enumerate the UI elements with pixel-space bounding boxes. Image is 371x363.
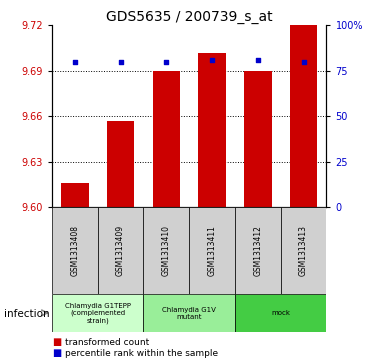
Bar xyxy=(152,71,180,207)
Bar xyxy=(144,294,235,332)
Text: GSM1313409: GSM1313409 xyxy=(116,225,125,276)
Bar xyxy=(198,53,226,207)
Point xyxy=(255,57,261,63)
Point xyxy=(209,57,215,63)
Bar xyxy=(244,71,272,207)
Text: GSM1313410: GSM1313410 xyxy=(162,225,171,276)
Text: GSM1313412: GSM1313412 xyxy=(253,225,262,276)
Text: transformed count: transformed count xyxy=(65,338,149,347)
Bar xyxy=(98,207,144,294)
Text: Chlamydia G1TEPP
(complemented
strain): Chlamydia G1TEPP (complemented strain) xyxy=(65,303,131,323)
Text: percentile rank within the sample: percentile rank within the sample xyxy=(65,348,218,358)
Text: infection: infection xyxy=(4,309,49,319)
Bar xyxy=(235,207,281,294)
Text: mock: mock xyxy=(271,310,290,316)
Bar xyxy=(61,183,89,207)
Bar xyxy=(189,207,235,294)
Text: ■: ■ xyxy=(52,347,61,358)
Bar xyxy=(144,207,189,294)
Point xyxy=(301,59,306,65)
Bar xyxy=(281,207,326,294)
Title: GDS5635 / 200739_s_at: GDS5635 / 200739_s_at xyxy=(106,11,273,24)
Point xyxy=(163,59,169,65)
Text: ■: ■ xyxy=(52,337,61,347)
Bar xyxy=(52,294,144,332)
Bar xyxy=(52,207,98,294)
Text: Chlamydia G1V
mutant: Chlamydia G1V mutant xyxy=(162,307,216,319)
Text: GSM1313408: GSM1313408 xyxy=(70,225,79,276)
Text: GSM1313411: GSM1313411 xyxy=(208,225,217,276)
Bar xyxy=(290,25,317,207)
Bar xyxy=(235,294,326,332)
Point xyxy=(72,59,78,65)
Point xyxy=(118,59,124,65)
Bar xyxy=(107,121,134,207)
Text: GSM1313413: GSM1313413 xyxy=(299,225,308,276)
